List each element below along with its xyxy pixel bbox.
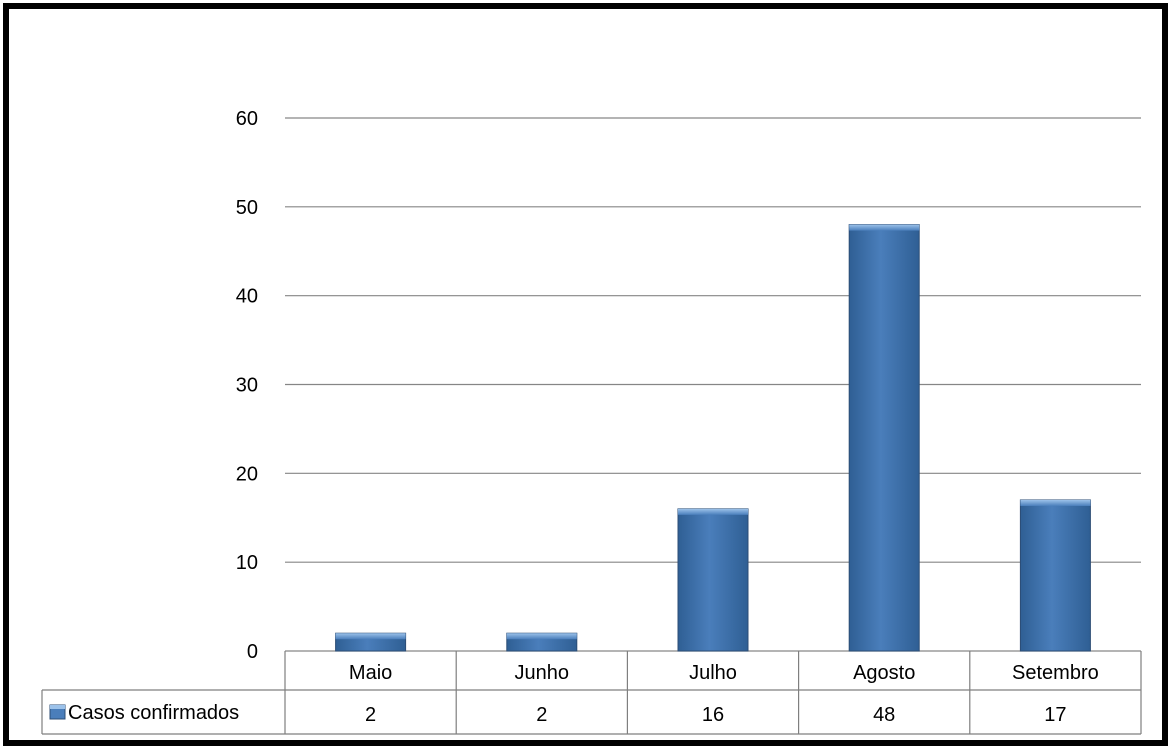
table-value-cell: 48: [873, 704, 895, 726]
bar-julho: [677, 508, 749, 652]
data-table: Maio Junho Julho Agosto Setembro Casos confir…: [41, 651, 1142, 735]
y-tick-label: 50: [236, 197, 258, 219]
x-tick-label: Setembro: [1012, 662, 1099, 684]
y-tick-label: 0: [247, 641, 258, 663]
x-tick-label: Agosto: [853, 662, 915, 684]
table-value-cell: 17: [1044, 704, 1066, 726]
bar-setembro: [1019, 499, 1091, 652]
bar-cap: [1020, 499, 1091, 506]
bar-body: [677, 508, 749, 652]
gridlines: [285, 117, 1141, 652]
bar-cap: [506, 633, 577, 640]
bar-junho: [506, 632, 578, 652]
bar-maio: [335, 632, 407, 652]
table-value-cell: 2: [365, 704, 376, 726]
y-tick-label: 40: [236, 286, 258, 308]
y-axis-ticks: 0 10 20 30 40 50 60: [236, 108, 258, 663]
bar-agosto: [848, 224, 920, 652]
legend-swatch-cap: [50, 705, 65, 709]
x-tick-label: Julho: [689, 662, 737, 684]
bars: [335, 224, 1091, 652]
table-row-label: Casos confirmados: [68, 702, 239, 724]
bar-body: [848, 224, 920, 652]
x-tick-label: Maio: [349, 662, 392, 684]
bar-cap: [849, 224, 920, 231]
bar-cap: [678, 508, 748, 515]
y-tick-label: 30: [236, 375, 258, 397]
x-tick-label: Junho: [515, 662, 570, 684]
y-tick-label: 20: [236, 463, 258, 485]
table-value-cell: 16: [702, 704, 724, 726]
chart-frame: [3, 3, 1168, 746]
bar-cap: [335, 633, 406, 640]
legend-key-icon: [49, 704, 66, 720]
y-tick-label: 10: [236, 552, 258, 574]
table-value-cell: 2: [536, 704, 547, 726]
bar-body: [1019, 499, 1091, 652]
y-tick-label: 60: [236, 108, 258, 130]
